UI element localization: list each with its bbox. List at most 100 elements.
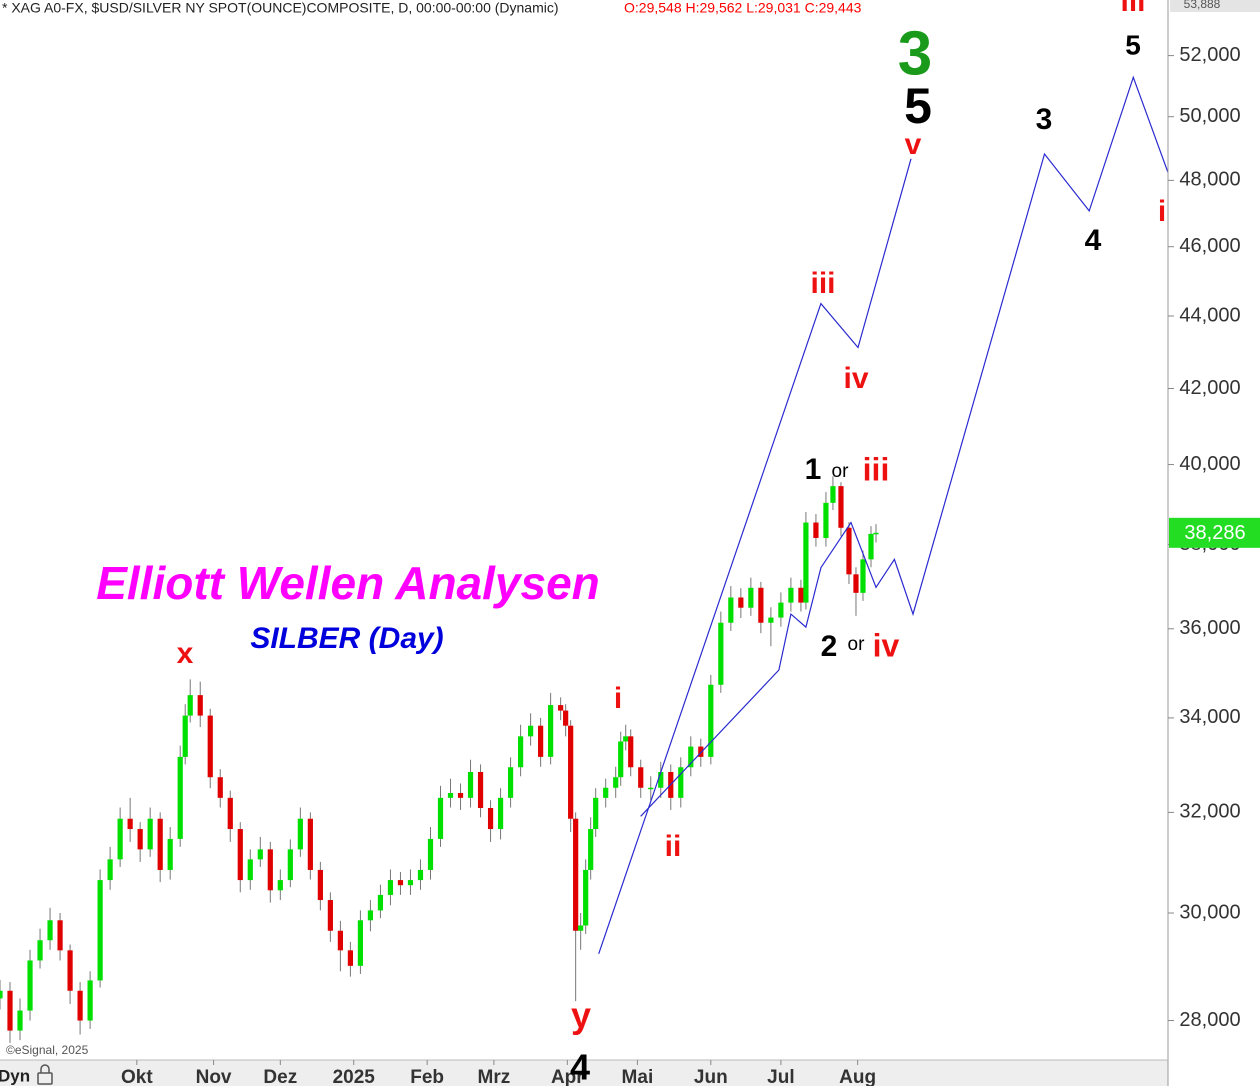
- candle-body: [117, 818, 123, 860]
- y-tick-label: 30,000: [1179, 901, 1240, 923]
- candle-body: [507, 767, 514, 798]
- wave-label: iv: [843, 362, 868, 395]
- wave-label: v: [905, 128, 922, 161]
- wave-label: iii: [810, 267, 835, 300]
- candle-body: [67, 950, 73, 991]
- candle-body: [457, 793, 464, 798]
- y-tick-label: 50,000: [1179, 105, 1240, 127]
- wave-label: ii: [665, 830, 682, 863]
- candle-body: [107, 859, 113, 881]
- candle-body: [538, 725, 544, 757]
- candle-body: [17, 1010, 23, 1031]
- candle-body: [27, 960, 33, 1011]
- candle-body: [167, 838, 173, 870]
- y-tick-label: 32,000: [1179, 801, 1240, 823]
- candle-body: [387, 880, 394, 895]
- candle-body: [623, 736, 629, 742]
- candle-body: [397, 880, 404, 886]
- y-tick-label: 52,000: [1179, 44, 1240, 66]
- candle-body: [658, 771, 664, 788]
- last-price-box: [1169, 517, 1260, 548]
- wave-label: 5: [904, 78, 932, 134]
- wave-label: i: [1158, 195, 1166, 228]
- candle-body: [257, 849, 263, 860]
- candle-body: [688, 746, 694, 768]
- candle-body: [517, 736, 524, 768]
- y-tick-label: 48,000: [1179, 169, 1240, 191]
- wave-label: 3: [898, 19, 932, 88]
- copyright: ©eSignal, 2025: [6, 1043, 89, 1057]
- candle-body: [137, 829, 143, 850]
- y-tick-label: 40,000: [1179, 453, 1240, 475]
- wave-label: Elliott Wellen Analysen: [96, 557, 600, 609]
- candle-body: [477, 771, 484, 809]
- candle-body: [573, 818, 579, 931]
- x-tick-label: Jun: [694, 1067, 728, 1086]
- wave-label: 5: [1125, 29, 1141, 60]
- candle-body: [177, 756, 183, 839]
- candle-body: [297, 818, 303, 850]
- wave-label: or: [832, 461, 850, 482]
- wave-label: iii: [1120, 0, 1145, 18]
- y-tick-label: 42,000: [1179, 377, 1240, 399]
- candle-body: [157, 818, 163, 870]
- candle-body: [798, 587, 804, 603]
- x-axis-strip: [0, 1060, 1168, 1086]
- candle-body: [838, 486, 844, 528]
- x-tick-label: Mai: [622, 1067, 654, 1086]
- candle-body: [568, 725, 574, 819]
- candle-body: [813, 522, 819, 538]
- candle-body: [327, 900, 333, 931]
- candle-body: [558, 705, 564, 711]
- wave-label: or: [848, 634, 866, 655]
- candle-body: [97, 880, 103, 981]
- x-tick-label: Aug: [839, 1067, 876, 1086]
- candle-body: [588, 829, 594, 870]
- candle-body: [718, 622, 724, 685]
- candle-body: [613, 777, 619, 788]
- y-tick-label: 28,000: [1179, 1009, 1240, 1031]
- candle-body: [860, 559, 866, 593]
- chart-title: * XAG A0-FX, $USD/SILVER NY SPOT(OUNCE)C…: [2, 0, 559, 16]
- candle-body: [548, 705, 554, 757]
- candle-body: [738, 597, 744, 608]
- y-tick-label: 34,000: [1179, 706, 1240, 728]
- x-tick-label: Mrz: [478, 1067, 511, 1086]
- candle-body: [367, 910, 374, 921]
- candle-body: [57, 920, 63, 951]
- candle-body: [778, 602, 784, 618]
- x-tick-label: Jul: [767, 1067, 794, 1086]
- scale-top-box: [1170, 0, 1260, 12]
- candle-body: [823, 502, 829, 538]
- candle-body: [277, 880, 283, 891]
- candle-body: [758, 587, 764, 623]
- wave-label: i: [614, 682, 622, 715]
- candle-body: [377, 894, 384, 911]
- candle-body: [317, 869, 323, 901]
- candle-body: [347, 950, 353, 966]
- candle-body: [467, 771, 474, 798]
- candle-body: [182, 715, 188, 757]
- candle-body: [87, 980, 93, 1021]
- candle-body: [237, 829, 243, 881]
- wave-label: SILBER (Day): [250, 622, 443, 655]
- candle-body: [528, 725, 534, 737]
- wave-label: 1: [805, 453, 822, 486]
- candle-body: [77, 990, 83, 1021]
- candle-body: [337, 930, 343, 951]
- candle-body: [563, 710, 569, 726]
- ohlc-readout: O:29,548 H:29,562 L:29,031 C:29,443: [624, 0, 862, 16]
- candle-body: [803, 522, 809, 603]
- candle-body: [868, 533, 874, 560]
- candle-body: [407, 880, 414, 886]
- candle-body: [487, 808, 494, 830]
- wave-line: [640, 75, 1168, 817]
- candle-body: [578, 925, 584, 931]
- candle-body: [788, 587, 794, 603]
- x-tick-label: Nov: [196, 1067, 232, 1086]
- candle-body: [7, 990, 13, 1031]
- candle-body: [427, 838, 434, 870]
- candle-body: [447, 793, 454, 798]
